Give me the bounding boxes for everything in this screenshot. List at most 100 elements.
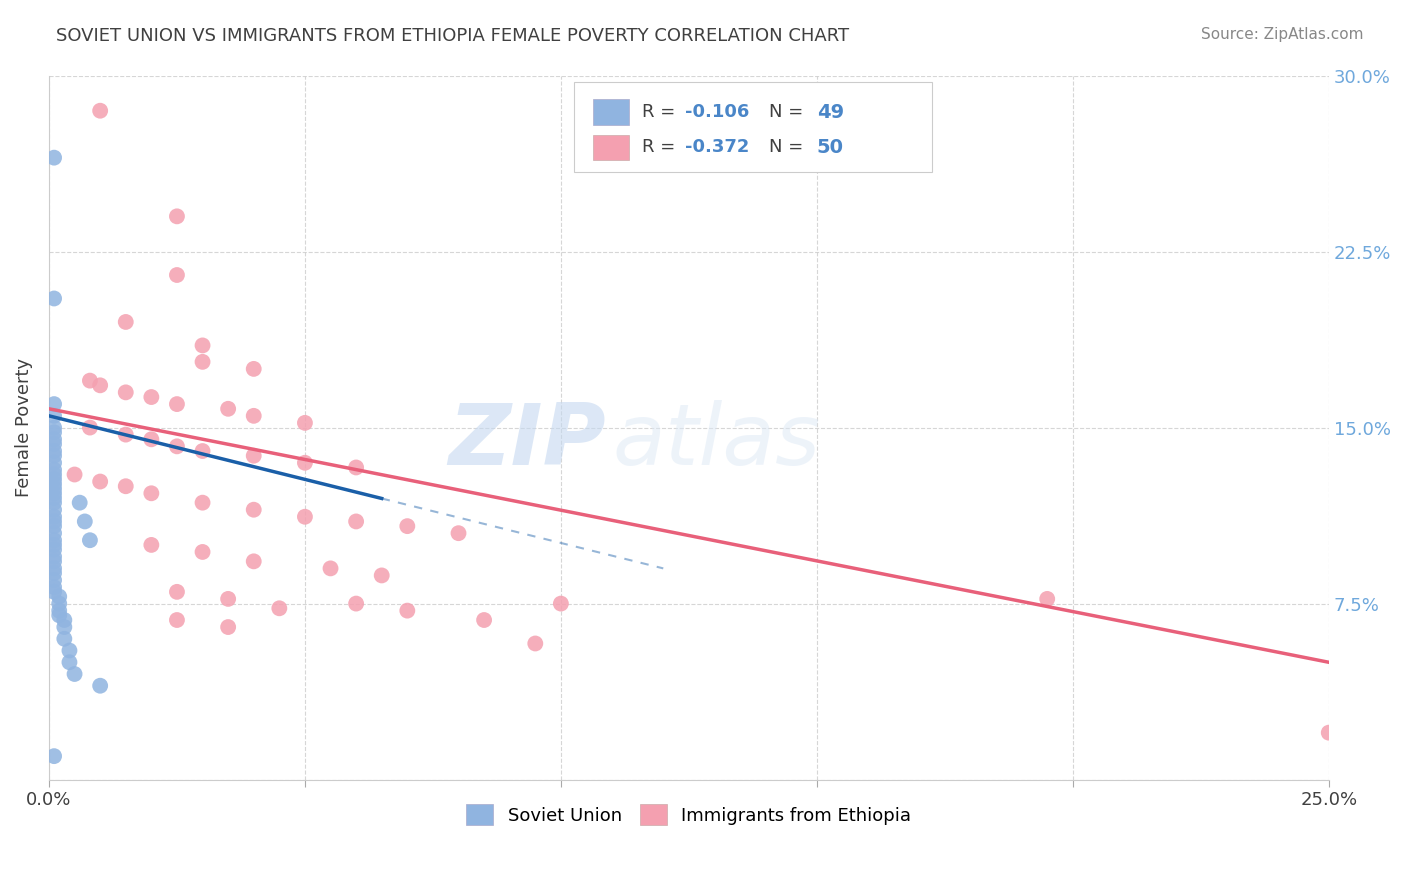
Point	[242, 362, 264, 376]
Point	[191, 338, 214, 352]
Point	[242, 449, 264, 463]
Point	[141, 432, 163, 446]
Point	[42, 580, 65, 594]
Point	[294, 509, 316, 524]
Point	[42, 432, 65, 446]
Point	[524, 636, 547, 650]
Point	[42, 463, 65, 477]
Point	[42, 491, 65, 505]
Point	[42, 561, 65, 575]
Point	[42, 486, 65, 500]
Point	[166, 268, 188, 282]
Point	[53, 620, 76, 634]
Point	[89, 103, 111, 118]
Point	[550, 597, 572, 611]
Point	[53, 613, 76, 627]
Point	[114, 385, 136, 400]
Point	[294, 416, 316, 430]
Point	[42, 292, 65, 306]
Point	[344, 515, 367, 529]
Point	[42, 449, 65, 463]
Point	[1317, 725, 1340, 739]
Point	[344, 597, 367, 611]
Text: -0.372: -0.372	[685, 138, 749, 156]
FancyBboxPatch shape	[574, 82, 932, 172]
Point	[166, 210, 188, 224]
Point	[42, 151, 65, 165]
Point	[472, 613, 495, 627]
Point	[166, 439, 188, 453]
Point	[166, 613, 188, 627]
Text: R =: R =	[641, 138, 681, 156]
Point	[42, 566, 65, 580]
Text: SOVIET UNION VS IMMIGRANTS FROM ETHIOPIA FEMALE POVERTY CORRELATION CHART: SOVIET UNION VS IMMIGRANTS FROM ETHIOPIA…	[56, 27, 849, 45]
Point	[42, 554, 65, 568]
Point	[166, 585, 188, 599]
Point	[42, 502, 65, 516]
Text: atlas: atlas	[612, 401, 820, 483]
Point	[79, 420, 101, 434]
Point	[42, 496, 65, 510]
Point	[89, 475, 111, 489]
Point	[217, 401, 239, 416]
Point	[141, 538, 163, 552]
Text: ZIP: ZIP	[449, 401, 606, 483]
Bar	[593, 100, 628, 125]
Point	[79, 374, 101, 388]
Bar	[593, 135, 628, 160]
Point	[63, 667, 86, 681]
Point	[114, 427, 136, 442]
Point	[242, 502, 264, 516]
Point	[42, 549, 65, 564]
Text: -0.106: -0.106	[685, 103, 749, 121]
Point	[447, 526, 470, 541]
Point	[191, 355, 214, 369]
Point	[42, 749, 65, 764]
Point	[344, 460, 367, 475]
Point	[73, 515, 96, 529]
Point	[79, 533, 101, 548]
Point	[42, 437, 65, 451]
Point	[48, 608, 70, 623]
Point	[42, 409, 65, 423]
Point	[48, 597, 70, 611]
Point	[42, 542, 65, 557]
Point	[42, 472, 65, 486]
Point	[42, 573, 65, 587]
Point	[42, 509, 65, 524]
Point	[191, 545, 214, 559]
Point	[48, 590, 70, 604]
Text: Source: ZipAtlas.com: Source: ZipAtlas.com	[1201, 27, 1364, 42]
Point	[269, 601, 291, 615]
Point	[42, 585, 65, 599]
Point	[42, 456, 65, 470]
Point	[242, 554, 264, 568]
Text: N =: N =	[769, 103, 810, 121]
Point	[48, 604, 70, 618]
Point	[42, 482, 65, 496]
Point	[42, 538, 65, 552]
Point	[58, 655, 80, 669]
Point	[396, 519, 419, 533]
Point	[141, 390, 163, 404]
Point	[63, 467, 86, 482]
Point	[42, 519, 65, 533]
Point	[42, 420, 65, 434]
Point	[191, 496, 214, 510]
Point	[166, 397, 188, 411]
Point	[242, 409, 264, 423]
Point	[89, 378, 111, 392]
Legend: Soviet Union, Immigrants from Ethiopia: Soviet Union, Immigrants from Ethiopia	[457, 795, 921, 834]
Text: N =: N =	[769, 138, 810, 156]
Point	[42, 476, 65, 491]
Point	[319, 561, 342, 575]
Point	[42, 467, 65, 482]
Point	[114, 479, 136, 493]
Point	[294, 456, 316, 470]
Point	[42, 444, 65, 458]
Point	[42, 515, 65, 529]
Point	[370, 568, 392, 582]
Point	[141, 486, 163, 500]
Point	[42, 425, 65, 440]
Point	[89, 679, 111, 693]
